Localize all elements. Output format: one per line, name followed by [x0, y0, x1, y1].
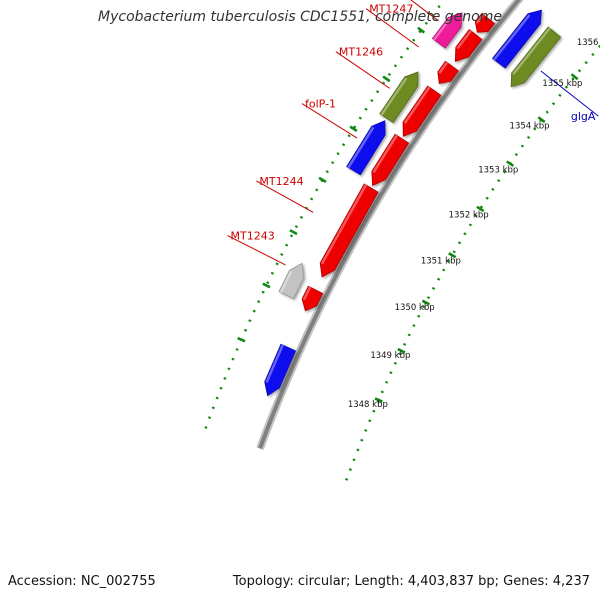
tick-label: 1353 kbp — [478, 165, 518, 175]
feature-label[interactable]: MT1246 — [339, 46, 383, 59]
major-tick-1348-kbp — [238, 338, 245, 341]
major-tick-1350-kbp — [290, 230, 297, 234]
feature-layer — [265, 0, 600, 396]
tick-label: 1352 kbp — [449, 210, 489, 220]
map-title: Mycobacterium tuberculosis CDC1551, comp… — [0, 9, 600, 25]
tick-label: 1349 kbp — [370, 351, 410, 361]
tick-ring-outer — [206, 0, 600, 428]
accession-text: Accession: NC_002755 — [8, 574, 156, 589]
tick-label: 1351 kbp — [421, 256, 461, 266]
topology-text: Topology: circular; Length: 4,403,837 bp… — [233, 574, 590, 589]
feature-label[interactable]: folP-1 — [305, 98, 336, 111]
tick-label: 1348 kbp — [348, 400, 388, 410]
backbone-layer — [260, 0, 600, 448]
tick-label: 1356 kbp — [577, 38, 600, 48]
gene-feature-gray[interactable] — [279, 263, 304, 298]
feature-label[interactable]: glgA — [571, 110, 596, 123]
backbone-shadow — [260, 0, 600, 448]
gene-feature-red[interactable] — [320, 184, 378, 277]
tick-label: 1354 kbp — [510, 122, 550, 132]
backbone-circle — [260, 0, 600, 448]
major-tick-1351-kbp — [319, 178, 326, 182]
feature-label[interactable]: MT1244 — [259, 175, 303, 188]
feature-label[interactable]: MT1243 — [231, 230, 275, 243]
major-tick-1349-kbp — [263, 284, 270, 287]
tick-label: 1350 kbp — [395, 303, 435, 313]
major-tick-1353-kbp — [383, 77, 390, 82]
